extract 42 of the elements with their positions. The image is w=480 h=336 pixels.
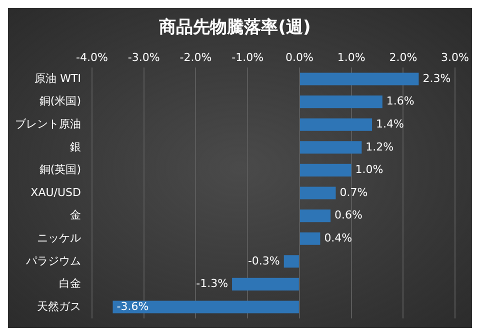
bar	[232, 278, 299, 290]
data-label: 1.2%	[366, 140, 394, 154]
x-tick-label: -2.0%	[180, 50, 212, 64]
x-tick-label: -4.0%	[76, 50, 108, 64]
bar	[300, 210, 331, 222]
x-tick-label: -3.0%	[128, 50, 160, 64]
x-tick-label: 0.0%	[285, 50, 314, 64]
bar	[300, 72, 419, 86]
bar	[300, 96, 382, 108]
x-tick-label: 3.0%	[441, 50, 470, 64]
y-tick-label: XAU/USD	[30, 186, 81, 199]
data-label: 1.6%	[386, 94, 414, 108]
data-label: 0.6%	[334, 208, 363, 222]
y-tick-label: ブレント原油	[15, 117, 81, 130]
y-tick-label: 天然ガス	[37, 300, 81, 313]
bar	[300, 186, 336, 200]
y-tick-label: ニッケル	[37, 231, 81, 244]
bar	[112, 300, 299, 314]
bar	[284, 255, 299, 268]
y-tick-label: 銅(英国)	[39, 163, 81, 176]
bar	[300, 164, 352, 176]
data-label: -0.3%	[248, 254, 280, 268]
y-tick-label: パラジウム	[25, 254, 81, 268]
bar	[300, 232, 320, 245]
bar	[300, 118, 372, 131]
data-label: -3.6%	[116, 300, 149, 313]
data-label: -1.3%	[196, 277, 228, 290]
data-label: 1.0%	[355, 163, 384, 176]
x-tick-label: -1.0%	[232, 50, 264, 64]
y-tick-label: 金	[70, 208, 81, 222]
y-tick-label: 銀	[70, 140, 81, 154]
x-tick-label: 1.0%	[337, 50, 366, 64]
data-label: 0.7%	[340, 186, 368, 199]
x-tick-label: 2.0%	[389, 50, 418, 64]
data-label: 0.4%	[324, 231, 352, 244]
y-tick-label: 銅(米国)	[39, 94, 81, 108]
data-label: 1.4%	[376, 117, 404, 130]
y-tick-label: 原油 WTI	[34, 72, 81, 85]
y-tick-label: 白金	[59, 277, 81, 290]
bar	[300, 141, 362, 154]
chart-title: 商品先物騰落率(週)	[158, 18, 311, 38]
data-label: 2.3%	[422, 72, 451, 85]
